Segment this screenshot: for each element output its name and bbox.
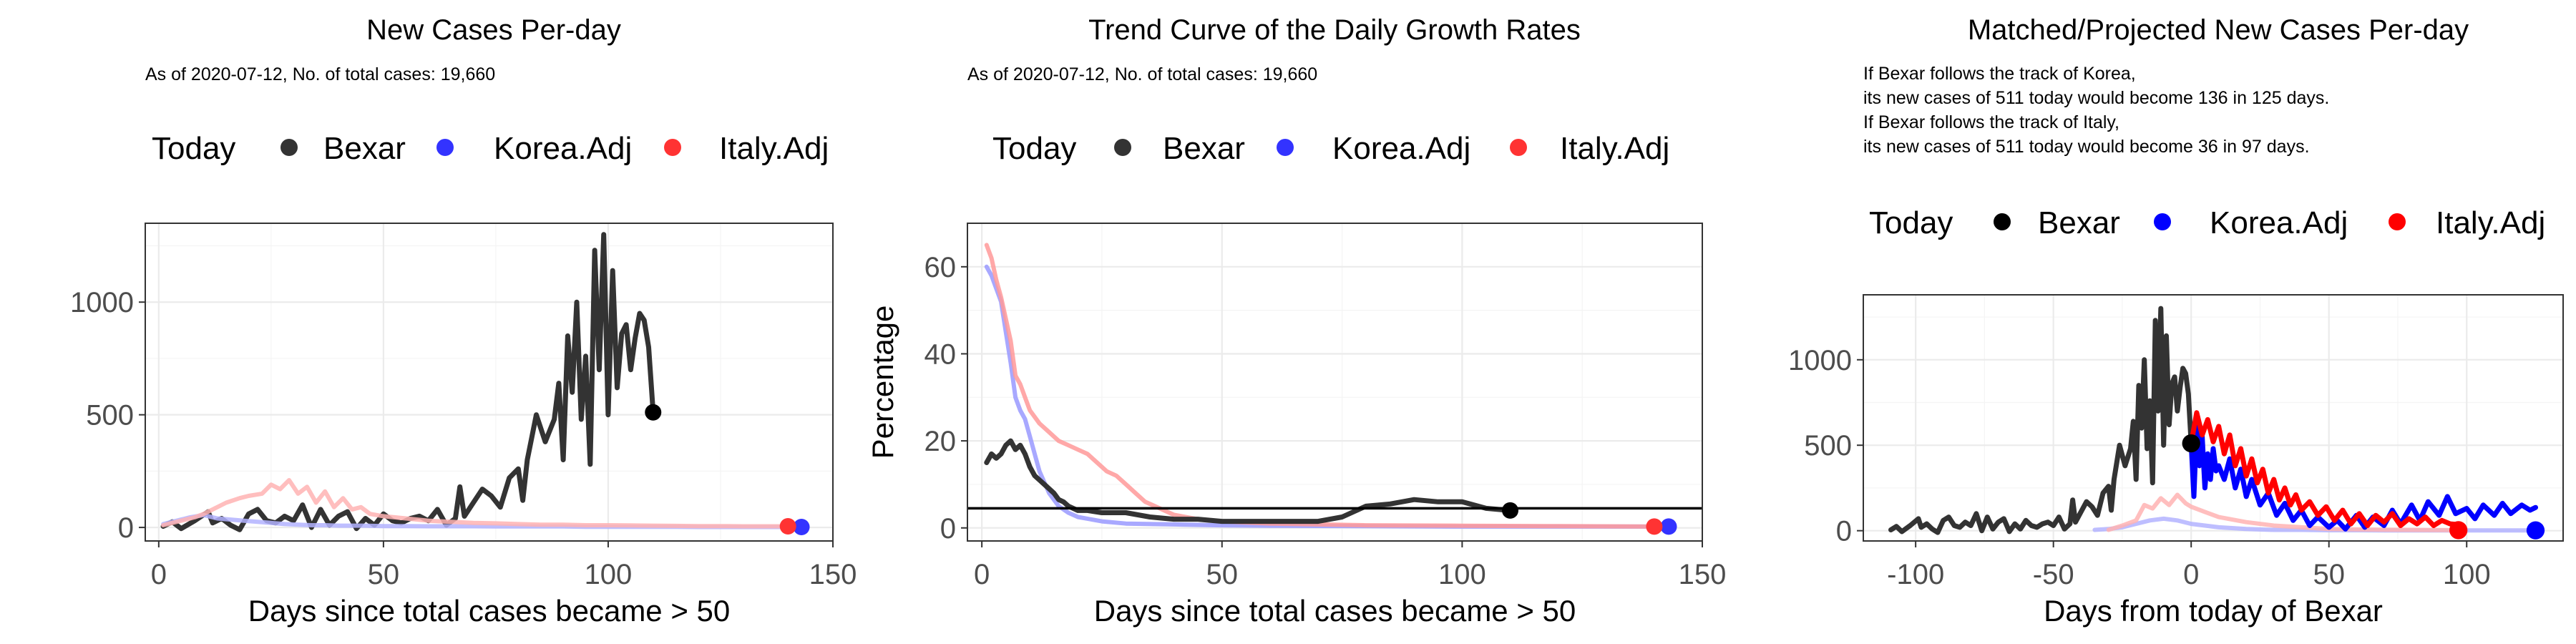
legend-title: Today <box>992 131 1076 166</box>
plot-panel <box>145 223 834 542</box>
legend-dot-bexar <box>280 139 298 156</box>
gridlines <box>1863 295 2563 541</box>
y-tick-label: 1000 <box>70 287 134 318</box>
x-tick-label: -50 <box>2033 559 2074 590</box>
legend-label: Korea.Adj <box>2210 205 2348 240</box>
chart-subtitle: As of 2020-07-12, No. of total cases: 19… <box>967 64 1317 84</box>
legend-dot-korea-adj <box>2154 213 2171 230</box>
legend-dot-korea-adj <box>1277 139 1294 156</box>
projected-cases-chart: Matched/Projected New Cases Per-day If B… <box>1788 14 2564 628</box>
legend-label: Italy.Adj <box>719 131 829 166</box>
y-tick-label: 0 <box>118 512 134 544</box>
x-tick-label: 100 <box>1438 559 1486 590</box>
series-line-italy-adj-matched-past <box>2106 492 2461 532</box>
x-tick-label: 100 <box>2443 559 2491 590</box>
chart-subtitle-line: If Bexar follows the track of Italy, <box>1863 112 2119 132</box>
endpoint-italy-adj <box>779 518 796 535</box>
series-lines <box>967 243 1702 529</box>
legend-label: Bexar <box>1163 131 1245 166</box>
y-tick-label: 0 <box>1836 516 1852 547</box>
series-line-italy-adj <box>161 478 791 529</box>
endpoint-bexar <box>645 404 662 421</box>
legend-label: Italy.Adj <box>1560 131 1669 166</box>
legend-dot-italy-adj <box>2389 213 2406 230</box>
x-axis-title: Days from today of Bexar <box>2044 594 2383 628</box>
legend-label: Korea.Adj <box>1332 131 1470 166</box>
endpoint-korea-adj <box>2526 521 2545 540</box>
chart-title: Matched/Projected New Cases Per-day <box>1968 14 2469 46</box>
chart-title: Trend Curve of the Daily Growth Rates <box>1088 14 1581 46</box>
endpoint-bexar <box>2182 434 2200 453</box>
y-tick-label: 20 <box>924 426 957 457</box>
legend-dot-bexar <box>1994 213 2011 230</box>
chart-subtitle: As of 2020-07-12, No. of total cases: 19… <box>145 64 495 84</box>
legend-label: Bexar <box>2038 205 2120 240</box>
new-cases-chart: New Cases Per-day As of 2020-07-12, No. … <box>70 14 857 628</box>
chart-title: New Cases Per-day <box>366 14 621 46</box>
legend-title: Today <box>152 131 235 166</box>
chart-subtitle-line: If Bexar follows the track of Korea, <box>1863 64 2136 84</box>
endpoint-italy-adj <box>1646 518 1663 535</box>
legend-dot-korea-adj <box>436 139 454 156</box>
x-tick-label: 50 <box>368 559 400 590</box>
x-tick-label: 0 <box>151 559 167 590</box>
x-tick-label: 150 <box>1679 559 1727 590</box>
legend-label: Korea.Adj <box>494 131 632 166</box>
legend-title: Today <box>1869 205 1953 240</box>
y-axis-title: Percentage <box>866 306 899 459</box>
x-tick-label: 0 <box>2183 559 2199 590</box>
x-tick-label: -100 <box>1887 559 1944 590</box>
x-axis-title: Days since total cases became > 50 <box>1094 594 1576 628</box>
y-tick-label: 500 <box>1804 430 1852 462</box>
legend-dot-italy-adj <box>1510 139 1527 156</box>
chart-subtitle-line: its new cases of 511 today would become … <box>1863 88 2329 108</box>
endpoint-bexar <box>1502 502 1519 519</box>
series-lines <box>160 232 804 532</box>
y-tick-label: 40 <box>924 338 957 370</box>
legend-dot-italy-adj <box>664 139 681 156</box>
y-tick-label: 1000 <box>1788 345 1852 376</box>
legend-label: Italy.Adj <box>2436 205 2545 240</box>
legend-dot-bexar <box>1114 139 1131 156</box>
growth-rate-chart: Trend Curve of the Daily Growth Rates As… <box>866 14 1726 628</box>
x-axis-title: Days since total cases became > 50 <box>248 594 731 628</box>
y-tick-label: 0 <box>940 513 956 545</box>
legend-label: Bexar <box>323 131 406 166</box>
series-line-italy-adj <box>2188 410 2462 528</box>
x-tick-label: 50 <box>1206 559 1239 590</box>
x-tick-label: 150 <box>809 559 857 590</box>
y-tick-label: 500 <box>86 400 134 431</box>
panel-border <box>1863 294 2564 542</box>
endpoint-italy-adj <box>2449 521 2468 540</box>
series-line-bexar <box>1888 306 2194 535</box>
endpoint-korea-adj <box>1660 518 1677 535</box>
plot-panel <box>1863 294 2564 542</box>
x-tick-label: 0 <box>974 559 990 590</box>
x-tick-label: 50 <box>2313 559 2345 590</box>
plot-panel <box>967 223 1703 542</box>
panel-border <box>145 223 834 542</box>
chart-subtitle-line: its new cases of 511 today would become … <box>1863 137 2310 157</box>
panel-border <box>967 223 1703 542</box>
endpoint-korea-adj <box>793 518 810 535</box>
x-tick-label: 100 <box>585 559 633 590</box>
y-tick-label: 60 <box>924 252 957 283</box>
